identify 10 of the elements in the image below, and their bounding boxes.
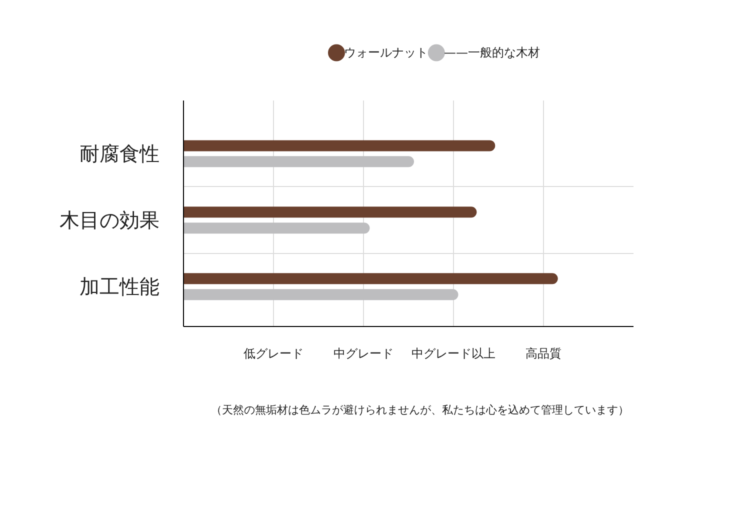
y-tick-label: 木目の効果 bbox=[60, 208, 160, 232]
text: 中グレード bbox=[334, 346, 394, 360]
y-tick-label: 耐腐食性 bbox=[80, 142, 160, 166]
text: （天然の無垢材は色ムラが避けられませんが、私たちは心を込めて管理しています） bbox=[210, 404, 629, 416]
legend-label: ウォールナット bbox=[344, 46, 428, 60]
text: 高品質 bbox=[526, 346, 562, 360]
text: 中グレード以上 bbox=[412, 346, 496, 360]
legend-label: ——一般的な木材 bbox=[444, 46, 540, 60]
y-tick-label: 加工性能 bbox=[80, 274, 160, 299]
text: 低グレード bbox=[244, 346, 304, 360]
